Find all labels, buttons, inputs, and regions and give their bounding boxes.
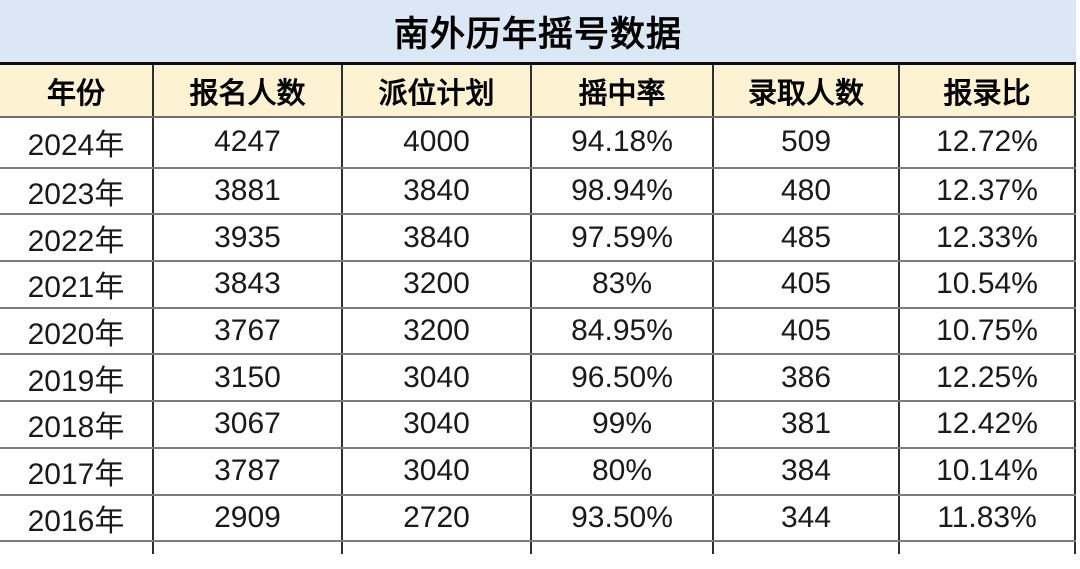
table-row: 2018年 3067 3040 99% 381 12.42% [0, 400, 1076, 447]
cell-ratio: 10.54% [900, 262, 1076, 307]
cell-applicants: 3935 [154, 215, 343, 261]
cell-hit-rate: 98.94% [532, 168, 714, 214]
header-cell-plan: 派位计划 [343, 65, 532, 116]
cell-ratio: 10.14% [900, 448, 1076, 494]
table-row: 2021年 3843 3200 83% 405 10.54% [0, 260, 1076, 307]
header-cell-hit-rate: 摇中率 [532, 65, 714, 116]
cell-applicants: 3787 [154, 448, 343, 494]
header-cell-applicants: 报名人数 [154, 65, 343, 116]
cell-year: 2021年 [0, 262, 154, 307]
table-row: 2022年 3935 3840 97.59% 485 12.33% [0, 213, 1076, 261]
cell-hit-rate: 97.59% [532, 215, 714, 261]
cell-plan: 2720 [343, 495, 532, 541]
cell-ratio: 12.37% [900, 168, 1076, 214]
cell-applicants: 3843 [154, 262, 343, 307]
cell-admitted: 405 [714, 308, 900, 354]
cell-applicants: 3150 [154, 355, 343, 401]
cell-year: 2016年 [0, 495, 154, 541]
cell-hit-rate: 80% [532, 448, 714, 494]
partial-cell [714, 542, 900, 555]
cell-plan: 3040 [343, 355, 532, 401]
partial-cell [154, 542, 343, 555]
table-row: 2023年 3881 3840 98.94% 480 12.37% [0, 166, 1076, 214]
cell-plan: 3040 [343, 402, 532, 447]
cell-ratio: 12.42% [900, 402, 1076, 447]
cell-hit-rate: 94.18% [532, 118, 714, 167]
table-body: 2024年 4247 4000 94.18% 509 12.72% 2023年 3881 384… [0, 118, 1076, 541]
table-row: 2019年 3150 3040 96.50% 386 12.25% [0, 353, 1076, 401]
lottery-data-table: 南外历年摇号数据 年份 报名人数 派位计划 摇中率 录取人数 报录比 2024年… [0, 0, 1076, 555]
cell-plan: 3040 [343, 448, 532, 494]
table-row: 2016年 2909 2720 93.50% 344 11.83% [0, 493, 1076, 541]
table-header-row: 年份 报名人数 派位计划 摇中率 录取人数 报录比 [0, 65, 1076, 118]
cell-applicants: 3767 [154, 308, 343, 354]
cell-applicants: 4247 [154, 118, 343, 167]
table-row: 2017年 3787 3040 80% 384 10.14% [0, 446, 1076, 494]
cell-applicants: 3881 [154, 168, 343, 214]
cell-admitted: 485 [714, 215, 900, 261]
cell-admitted: 344 [714, 495, 900, 541]
cell-hit-rate: 83% [532, 262, 714, 307]
cell-admitted: 480 [714, 168, 900, 214]
partial-cell [343, 542, 532, 555]
cell-admitted: 381 [714, 402, 900, 447]
cell-ratio: 10.75% [900, 308, 1076, 354]
cell-ratio: 12.25% [900, 355, 1076, 401]
cell-plan: 3200 [343, 262, 532, 307]
cell-hit-rate: 93.50% [532, 495, 714, 541]
cell-ratio: 11.83% [900, 495, 1076, 541]
cell-ratio: 12.72% [900, 118, 1076, 167]
cell-year: 2024年 [0, 118, 154, 167]
partial-cell [532, 542, 714, 555]
header-cell-ratio: 报录比 [900, 65, 1076, 116]
partial-cell [0, 542, 154, 555]
table-title-bar: 南外历年摇号数据 [0, 0, 1076, 65]
cell-applicants: 2909 [154, 495, 343, 541]
cell-applicants: 3067 [154, 402, 343, 447]
header-cell-year: 年份 [0, 65, 154, 116]
cell-year: 2022年 [0, 215, 154, 261]
cell-year: 2023年 [0, 168, 154, 214]
cell-admitted: 509 [714, 118, 900, 167]
cell-year: 2019年 [0, 355, 154, 401]
cell-plan: 3840 [343, 168, 532, 214]
header-cell-admitted: 录取人数 [714, 65, 900, 116]
cell-hit-rate: 84.95% [532, 308, 714, 354]
cell-admitted: 384 [714, 448, 900, 494]
cell-plan: 3200 [343, 308, 532, 354]
cell-plan: 4000 [343, 118, 532, 167]
table-partial-row [0, 540, 1076, 555]
cell-plan: 3840 [343, 215, 532, 261]
cell-year: 2018年 [0, 402, 154, 447]
cell-admitted: 386 [714, 355, 900, 401]
cell-ratio: 12.33% [900, 215, 1076, 261]
cell-hit-rate: 96.50% [532, 355, 714, 401]
table-row: 2024年 4247 4000 94.18% 509 12.72% [0, 118, 1076, 167]
cell-year: 2020年 [0, 308, 154, 354]
table-row: 2020年 3767 3200 84.95% 405 10.75% [0, 306, 1076, 354]
table-title: 南外历年摇号数据 [393, 14, 682, 54]
cell-admitted: 405 [714, 262, 900, 307]
cell-year: 2017年 [0, 448, 154, 494]
cell-hit-rate: 99% [532, 402, 714, 447]
partial-cell [900, 542, 1076, 555]
